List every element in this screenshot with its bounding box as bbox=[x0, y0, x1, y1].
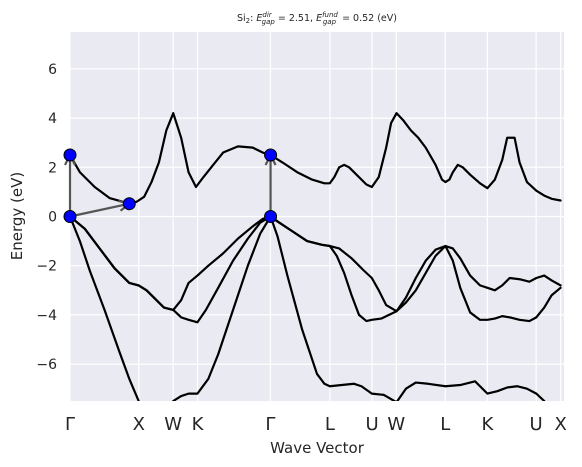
y-tick-label: 6 bbox=[48, 62, 57, 78]
x-tick-label: W bbox=[164, 414, 182, 435]
band-line-4 bbox=[70, 215, 140, 401]
x-tick-label: X bbox=[133, 414, 145, 435]
x-axis-label: Wave Vector bbox=[270, 439, 365, 457]
band-lines bbox=[70, 112, 562, 401]
gap-markers bbox=[63, 148, 278, 223]
x-tick-label: Γ bbox=[265, 414, 275, 435]
gap-marker bbox=[122, 197, 136, 211]
grid bbox=[69, 32, 564, 401]
y-tick-label: −2 bbox=[36, 259, 57, 275]
x-tick-label: K bbox=[192, 414, 205, 435]
band-line-5 bbox=[172, 215, 546, 401]
x-tick-label: L bbox=[325, 414, 335, 435]
y-tick-label: 2 bbox=[48, 160, 57, 176]
band-line-1 bbox=[70, 112, 562, 205]
x-tick-label: K bbox=[482, 414, 495, 435]
band-line-3 bbox=[70, 215, 562, 324]
gap-marker bbox=[264, 210, 278, 223]
y-tick-label: 4 bbox=[48, 111, 57, 127]
x-tick-label: X bbox=[554, 414, 566, 435]
gap-marker bbox=[63, 148, 77, 162]
gap-marker bbox=[63, 210, 77, 223]
x-tick-label: U bbox=[365, 414, 378, 435]
y-tick-label: 0 bbox=[48, 210, 57, 226]
y-axis-label: Energy (eV) bbox=[8, 172, 26, 260]
y-tick-labels: 6 4 2 0 −2 −4 −6 bbox=[36, 62, 57, 373]
y-tick-label: −6 bbox=[36, 357, 57, 373]
chart-title: Si2: Edir gap = 2.51, Efund gap = 0.52 (eV… bbox=[237, 11, 397, 26]
transition-arrow bbox=[69, 204, 129, 218]
x-tick-label: Γ bbox=[65, 414, 75, 435]
gap-marker bbox=[264, 148, 278, 162]
transition-arrows bbox=[69, 155, 271, 218]
x-tick-label: U bbox=[530, 414, 543, 435]
x-tick-label: L bbox=[440, 414, 450, 435]
x-tick-label: W bbox=[387, 414, 405, 435]
y-tick-label: −4 bbox=[36, 308, 57, 324]
